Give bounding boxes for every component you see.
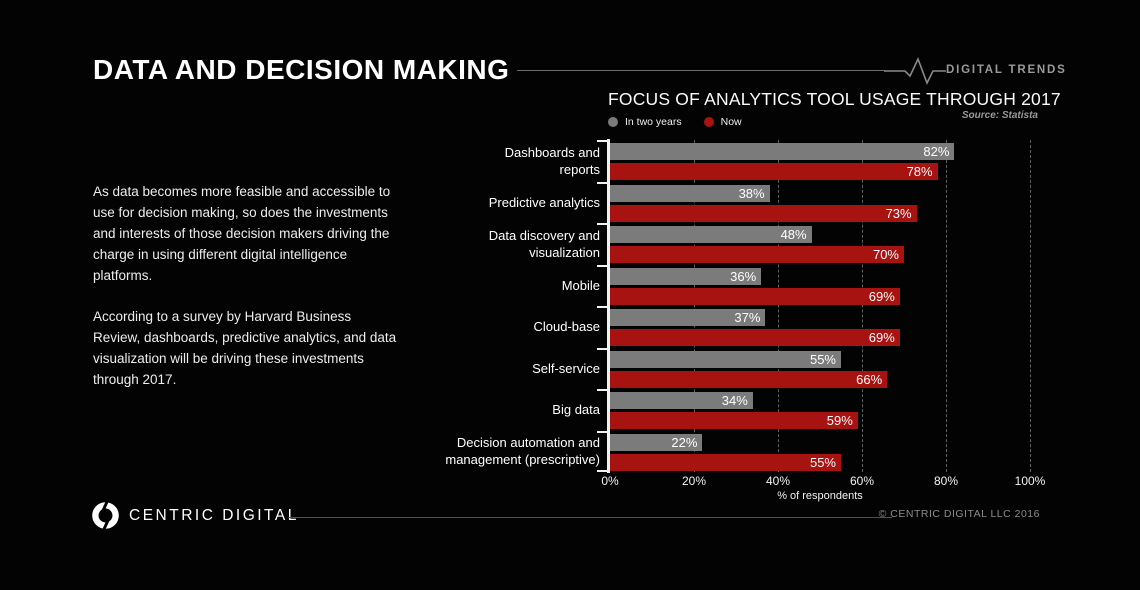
chart-source: Source: Statista (961, 110, 1038, 121)
x-tick-label: 80% (933, 474, 959, 488)
bar-in-two-years: 38% (610, 184, 770, 202)
legend-item-in-two-years: In two years (608, 116, 682, 128)
y-axis-tick (597, 430, 607, 433)
bar-group: 82% 78% (610, 140, 1030, 182)
y-axis-tick (597, 347, 607, 350)
bar-value-label: 69% (868, 330, 895, 345)
bar-group: 37% 69% (610, 306, 1030, 348)
bar-value-label: 73% (885, 205, 912, 221)
bar-in-two-years: 34% (610, 392, 753, 409)
bar-rows: 82% 78% 38% 73% 48% 70% 36% 69% 37% 69% 55% 66% 34% 5… (610, 140, 1030, 472)
bar-now: 55% (610, 453, 841, 471)
bar-value-label: 36% (730, 268, 757, 284)
y-axis-tick (597, 223, 607, 225)
gridline-60 (862, 140, 863, 472)
bar-value-label: 38% (738, 185, 765, 201)
centric-digital-logo-icon (92, 502, 119, 529)
bar-in-two-years: 48% (610, 226, 812, 243)
copyright-text: © CENTRIC DIGITAL LLC 2016 (878, 508, 1040, 520)
gridline-20 (694, 140, 695, 472)
plot-area: 82% 78% 38% 73% 48% 70% 36% 69% 37% 69% 55% 66% 34% 5… (610, 140, 1031, 472)
bar-value-label: 59% (826, 413, 853, 428)
y-axis-tick (597, 389, 607, 391)
bar-value-label: 37% (734, 310, 761, 325)
bar-now: 66% (610, 370, 888, 388)
bar-value-label: 70% (872, 247, 899, 262)
bar-now: 73% (610, 204, 917, 222)
bar-in-two-years: 55% (610, 350, 841, 368)
category-label: Big data (552, 402, 600, 418)
y-axis-tick (597, 181, 607, 184)
x-tick-label: 0% (601, 474, 619, 488)
gridline-40 (778, 140, 779, 472)
footer-logo-text: CENTRIC DIGITAL (129, 507, 299, 524)
bar-value-label: 48% (780, 227, 807, 242)
y-axis-tick (597, 140, 607, 142)
x-tick-label: 100% (1014, 474, 1046, 488)
intro-text-block: As data becomes more feasible and access… (93, 181, 398, 410)
y-axis-line (607, 139, 610, 473)
legend-dot-red-icon (703, 117, 714, 127)
bar-group: 48% 70% (610, 223, 1030, 265)
category-label: Dashboards and reports (504, 144, 600, 177)
page-title: DATA AND DECISION MAKING (93, 54, 510, 85)
legend-label-in-two-years: In two years (625, 116, 682, 128)
x-axis-title: % of respondents (777, 490, 863, 502)
bar-now: 78% (610, 163, 938, 180)
gridline-100 (1030, 140, 1031, 472)
bar-value-label: 78% (906, 164, 933, 179)
category-label: Cloud-base (533, 319, 601, 335)
x-tick-label: 20% (681, 474, 707, 488)
bar-now: 59% (610, 412, 858, 429)
chart-title: FOCUS OF ANALYTICS TOOL USAGE THROUGH 20… (608, 89, 1061, 109)
bar-value-label: 66% (856, 371, 883, 387)
brand-label: DIGITAL TRENDS (946, 64, 1067, 76)
legend-label-now: Now (720, 116, 742, 128)
y-axis-tick (597, 306, 607, 308)
bar-in-two-years: 37% (610, 309, 766, 326)
category-label: Data discovery and visualization (488, 227, 600, 260)
bar-now: 70% (610, 246, 904, 263)
bar-group: 34% 59% (610, 389, 1030, 431)
bar-group: 36% 69% (610, 265, 1030, 307)
heartbeat-pulse-icon (884, 56, 946, 85)
x-tick-label: 40% (765, 474, 791, 488)
x-axis-tick-labels: 0% 20% 40% 60% 80% 100% (601, 474, 1045, 488)
bar-group: 38% 73% (610, 182, 1030, 224)
y-axis-ticks (597, 140, 607, 472)
category-label: Predictive analytics (488, 194, 600, 210)
y-axis-tick (597, 264, 607, 267)
bar-in-two-years: 36% (610, 267, 762, 285)
y-axis-tick (597, 470, 607, 472)
bar-in-two-years: 22% (610, 433, 703, 451)
bar-value-label: 55% (809, 351, 836, 367)
gridline-80 (946, 140, 947, 472)
bar-value-label: 34% (721, 393, 748, 408)
bar-group: 22% 55% (610, 431, 1030, 473)
intro-paragraph-1: As data becomes more feasible and access… (93, 184, 391, 283)
bar-value-label: 55% (809, 454, 836, 470)
category-label: Self-service (532, 360, 600, 376)
bar-value-label: 69% (868, 288, 895, 304)
bar-value-label: 82% (923, 144, 950, 159)
bar-in-two-years: 82% (610, 143, 955, 160)
category-label: Decision automation and management (presc… (445, 435, 600, 468)
bar-now: 69% (610, 287, 900, 305)
footer-divider-line (288, 517, 892, 518)
category-label: Mobile (561, 277, 600, 293)
legend-item-now: Now (703, 116, 742, 128)
bar-value-label: 22% (671, 434, 698, 450)
bar-now: 69% (610, 329, 900, 346)
bar-group: 55% 66% (610, 348, 1030, 390)
legend-dot-gray-icon (608, 117, 618, 127)
x-tick-label: 60% (849, 474, 875, 488)
category-axis-labels: Dashboards and reports Predictive analytic… (368, 140, 608, 472)
header-divider-line (517, 70, 885, 71)
intro-paragraph-2: According to a survey by Harvard Busines… (93, 309, 397, 387)
chart-legend: In two years Now (608, 116, 742, 128)
